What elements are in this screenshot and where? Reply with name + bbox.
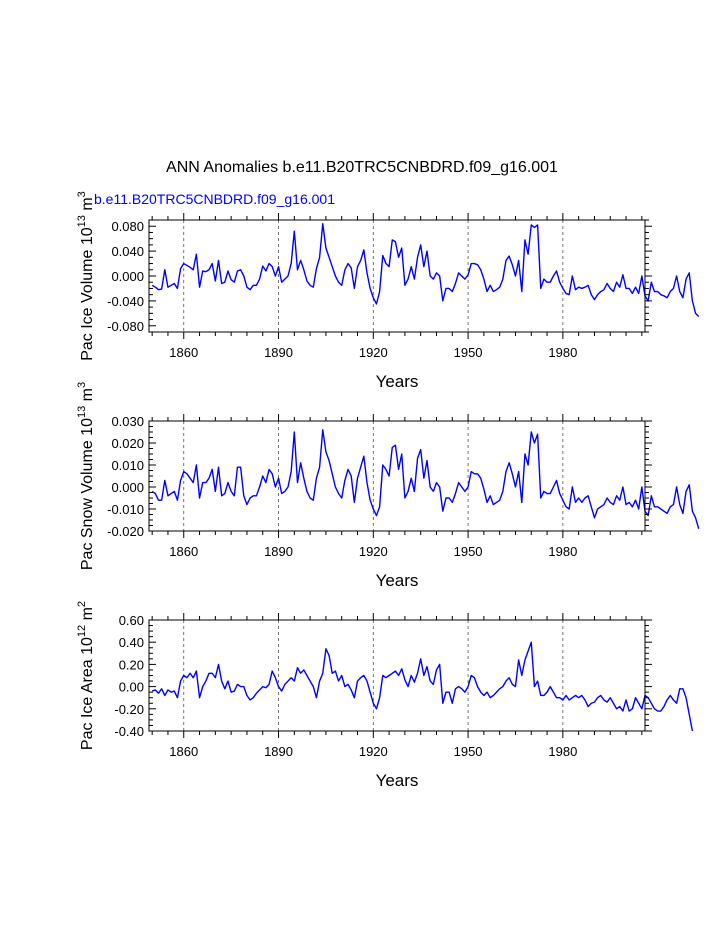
y-tick-label: -0.040 <box>107 294 144 309</box>
y-axis-label-unit: m <box>79 607 96 625</box>
y-axis-label-unit-exponent: 3 <box>76 382 88 388</box>
y-tick-label: -0.020 <box>107 524 144 539</box>
x-tick-label: 1920 <box>359 345 388 360</box>
y-tick-label: 0.040 <box>111 244 144 259</box>
plot-frame <box>148 219 646 333</box>
y-tick-label: 0.60 <box>119 613 144 628</box>
series-line <box>151 429 700 529</box>
y-axis-label-unit-exponent: 3 <box>76 191 88 197</box>
y-tick-label: 0.000 <box>111 480 144 495</box>
x-tick-label: 1920 <box>359 544 388 559</box>
panel-ice-volume: 1860 1890 1920 1950 1980 -0.080 -0.040 0.000 0.0… <box>76 191 700 391</box>
x-tick-label: 1950 <box>454 345 483 360</box>
panel-snow-volume: 1860 1890 1920 1950 1980 -0.020 -0.010 0.000 0.0… <box>76 382 700 590</box>
y-tick-label: 0.080 <box>111 219 144 234</box>
x-axis-label: Years <box>376 571 419 590</box>
y-tick-label: 0.030 <box>111 414 144 429</box>
y-axis-label-unit-exponent: 2 <box>76 601 88 607</box>
series-line <box>151 641 694 732</box>
y-tick-label: -0.010 <box>107 502 144 517</box>
y-tick-label: 0.020 <box>111 436 144 451</box>
y-axis-label: Pac Ice Volume 1013 m3 <box>76 191 96 361</box>
y-tick-label: -0.40 <box>114 724 144 739</box>
x-tick-label: 1890 <box>264 744 293 759</box>
y-axis-label-exponent: 13 <box>76 215 88 227</box>
y-tick-label: 0.010 <box>111 458 144 473</box>
x-tick-label: 1980 <box>548 744 577 759</box>
y-axis-label-text: Pac Snow Volume 10 <box>79 418 96 570</box>
x-tick-label: 1890 <box>264 544 293 559</box>
y-tick-label: 0.000 <box>111 269 144 284</box>
x-tick-label: 1860 <box>169 345 198 360</box>
y-axis-label-text: Pac Ice Area 10 <box>79 637 96 750</box>
x-tick-label: 1890 <box>264 345 293 360</box>
y-axis-label: Pac Ice Area 1012 m2 <box>76 601 96 750</box>
x-tick-label: 1980 <box>548 544 577 559</box>
x-axis-label: Years <box>376 372 419 391</box>
x-tick-label: 1950 <box>454 544 483 559</box>
x-tick-label: 1950 <box>454 744 483 759</box>
plot-frame <box>148 420 646 532</box>
x-tick-label: 1860 <box>169 544 198 559</box>
figure-title: ANN Anomalies b.e11.B20TRC5CNBDRD.f09_g1… <box>166 159 558 176</box>
plot-frame <box>148 619 646 732</box>
y-axis-label-exponent: 12 <box>76 625 88 637</box>
x-tick-label: 1980 <box>548 345 577 360</box>
x-axis-label: Years <box>376 771 419 790</box>
figure-subtitle: b.e11.B20TRC5CNBDRD.f09_g16.001 <box>94 191 335 207</box>
x-tick-label: 1920 <box>359 744 388 759</box>
y-tick-label: 0.00 <box>119 680 144 695</box>
y-tick-label: -0.20 <box>114 702 144 717</box>
y-tick-label: -0.080 <box>107 319 144 334</box>
panel-ice-area: 1860 1890 1920 1950 1980 -0.40 -0.20 0.00 0.20 0.… <box>76 601 694 790</box>
y-axis-label-exponent: 13 <box>76 406 88 418</box>
y-axis-label-unit: m <box>79 197 96 215</box>
series-line <box>151 223 700 317</box>
y-axis-label-unit: m <box>79 388 96 406</box>
y-tick-label: 0.20 <box>119 657 144 672</box>
y-axis-label-text: Pac Ice Volume 10 <box>79 227 96 361</box>
x-tick-label: 1860 <box>169 744 198 759</box>
y-axis-label: Pac Snow Volume 1013 m3 <box>76 382 96 570</box>
y-tick-label: 0.40 <box>119 635 144 650</box>
